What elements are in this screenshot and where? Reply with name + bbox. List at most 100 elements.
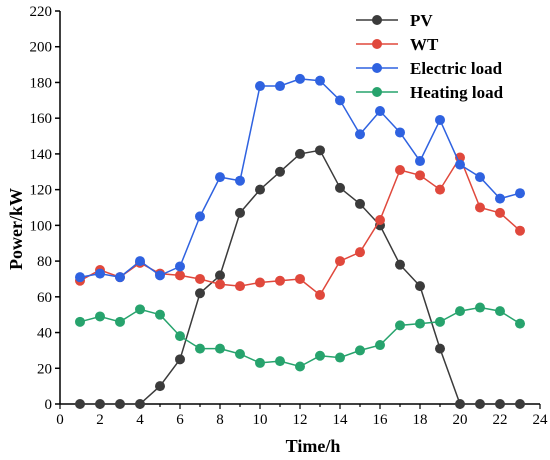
x-tick-label: 4	[136, 412, 144, 428]
data-point-heating-load	[375, 340, 385, 351]
legend-item-pv: PV	[356, 11, 433, 30]
data-point-pv	[315, 145, 325, 156]
data-point-wt	[475, 202, 485, 213]
data-point-wt	[235, 281, 245, 292]
data-point-wt	[435, 184, 445, 195]
x-tick-label: 24	[533, 412, 549, 428]
y-tick-label: 40	[37, 326, 52, 342]
series-wt	[75, 152, 525, 301]
y-tick-label: 220	[30, 4, 53, 20]
data-point-pv	[295, 148, 305, 159]
y-tick-label: 120	[30, 183, 53, 199]
data-point-heating-load	[175, 331, 185, 342]
data-point-pv	[515, 399, 525, 409]
data-point-heating-load	[495, 306, 505, 317]
x-tick-label: 0	[56, 412, 64, 428]
data-point-pv	[95, 399, 105, 409]
y-tick-label: 80	[37, 254, 52, 270]
data-point-wt	[175, 270, 185, 281]
data-point-heating-load	[75, 316, 85, 327]
y-tick-label: 20	[37, 361, 52, 377]
data-point-electric-load	[155, 270, 165, 281]
legend-label: PV	[410, 11, 433, 30]
x-tick-label: 14	[333, 412, 349, 428]
data-point-heating-load	[515, 318, 525, 329]
data-point-heating-load	[95, 311, 105, 322]
data-point-electric-load	[495, 193, 505, 204]
y-tick-label: 200	[30, 40, 53, 56]
x-tick-label: 16	[373, 412, 389, 428]
x-tick-label: 18	[413, 412, 428, 428]
y-tick-label: 180	[30, 75, 53, 91]
x-tick-label: 2	[96, 412, 104, 428]
data-point-heating-load	[315, 350, 325, 361]
y-tick-label: 160	[30, 111, 53, 127]
legend-item-electric-load: Electric load	[356, 59, 503, 78]
data-point-wt	[215, 279, 225, 290]
series-line-electric-load	[79, 78, 521, 278]
data-point-wt	[255, 277, 265, 288]
data-point-wt	[495, 207, 505, 218]
data-point-heating-load	[335, 352, 345, 363]
data-point-pv	[155, 381, 165, 392]
data-point-heating-load	[215, 343, 225, 354]
data-point-heating-load	[195, 343, 205, 354]
data-point-pv	[195, 288, 205, 299]
series-heating-load	[75, 302, 525, 372]
legend: PV WT Electric load Heating load	[356, 11, 504, 102]
data-point-electric-load	[515, 188, 525, 199]
data-point-heating-load	[455, 306, 465, 317]
data-point-pv	[235, 207, 245, 218]
data-point-heating-load	[435, 316, 445, 327]
y-tick-label: 140	[30, 147, 53, 163]
x-tick-label: 10	[253, 412, 268, 428]
data-point-wt	[375, 215, 385, 226]
x-tick-label: 8	[216, 412, 224, 428]
data-point-heating-load	[475, 302, 485, 313]
data-point-pv	[435, 343, 445, 354]
data-point-electric-load	[435, 114, 445, 125]
data-point-pv	[415, 281, 425, 292]
data-point-pv	[175, 354, 185, 365]
series-line-heating-load	[79, 306, 521, 368]
data-point-pv	[255, 184, 265, 195]
data-point-electric-load	[75, 272, 85, 283]
series-layer	[75, 73, 525, 409]
series-electric-load	[75, 73, 525, 283]
x-tick-label: 12	[293, 412, 308, 428]
data-point-electric-load	[415, 156, 425, 167]
data-point-heating-load	[235, 348, 245, 359]
x-tick-label: 22	[493, 412, 508, 428]
data-point-heating-load	[155, 309, 165, 320]
x-axis-title: Time/h	[286, 436, 341, 456]
data-point-pv	[495, 399, 505, 409]
data-point-pv	[115, 399, 125, 409]
data-point-electric-load	[215, 172, 225, 183]
data-point-pv	[75, 399, 85, 409]
data-point-heating-load	[275, 356, 285, 367]
data-point-electric-load	[95, 268, 105, 279]
data-point-heating-load	[135, 304, 145, 315]
data-point-heating-load	[115, 316, 125, 327]
y-tick-label: 60	[37, 290, 52, 306]
legend-item-heating-load: Heating load	[356, 83, 504, 102]
data-point-electric-load	[135, 256, 145, 267]
x-tick-label: 6	[176, 412, 184, 428]
data-point-electric-load	[195, 211, 205, 222]
legend-label: Heating load	[410, 83, 504, 102]
data-point-electric-load	[315, 75, 325, 86]
data-point-heating-load	[355, 345, 365, 356]
data-point-heating-load	[395, 320, 405, 331]
data-point-electric-load	[475, 172, 485, 183]
data-point-wt	[335, 256, 345, 267]
y-axis-title: Power/kW	[6, 188, 26, 270]
data-point-pv	[355, 198, 365, 209]
data-point-wt	[415, 170, 425, 181]
data-point-wt	[295, 273, 305, 284]
data-point-electric-load	[375, 106, 385, 117]
data-point-wt	[355, 247, 365, 258]
data-point-wt	[315, 290, 325, 301]
data-point-electric-load	[295, 73, 305, 84]
